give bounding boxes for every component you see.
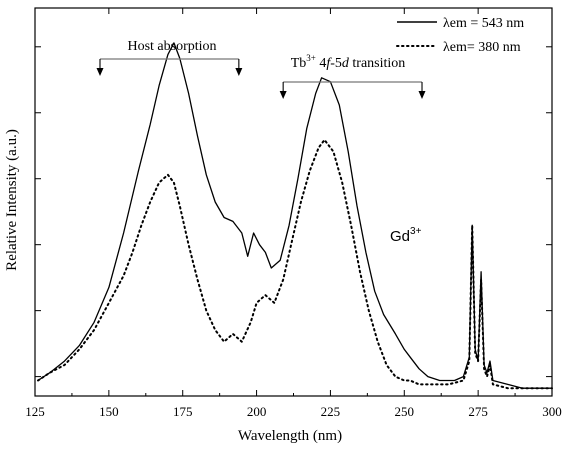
- x-tick-label: 250: [395, 404, 415, 419]
- x-tick-label: 150: [99, 404, 119, 419]
- legend-entry-2: λem= 380 nm: [443, 40, 521, 55]
- tb-transition-arrow-head: [418, 91, 426, 99]
- series-line-dotted: [37, 138, 553, 390]
- x-tick-label: 300: [542, 404, 562, 419]
- x-axis-label: Wavelength (nm): [238, 428, 342, 444]
- series-line-solid: [37, 42, 552, 389]
- gd-label: Gd3+: [390, 226, 422, 245]
- annotation-layer: [96, 58, 426, 99]
- legend-entry-1: λem = 543 nm: [443, 16, 524, 31]
- x-tick-label: 125: [25, 404, 45, 419]
- x-tick-label: 175: [173, 404, 193, 419]
- x-tick-label: 225: [321, 404, 341, 419]
- axis-ticks: 125 150 175 200 225 250 275 300: [25, 8, 562, 419]
- x-tick-label: 200: [247, 404, 267, 419]
- host-absorption-arrow-head: [96, 68, 104, 76]
- host-absorption-arrow-head: [235, 68, 243, 76]
- legend: λem = 543 nm λem= 380 nm: [396, 16, 524, 55]
- tb-transition-label: Tb3+ 4f-5d transition: [291, 53, 406, 71]
- series-layer: [37, 42, 553, 390]
- x-tick-label: 275: [468, 404, 488, 419]
- tb-transition-arrow-head: [279, 91, 287, 99]
- y-axis-label: Relative Intensity (a.u.): [4, 129, 20, 271]
- host-absorption-label: Host absorption: [127, 39, 216, 54]
